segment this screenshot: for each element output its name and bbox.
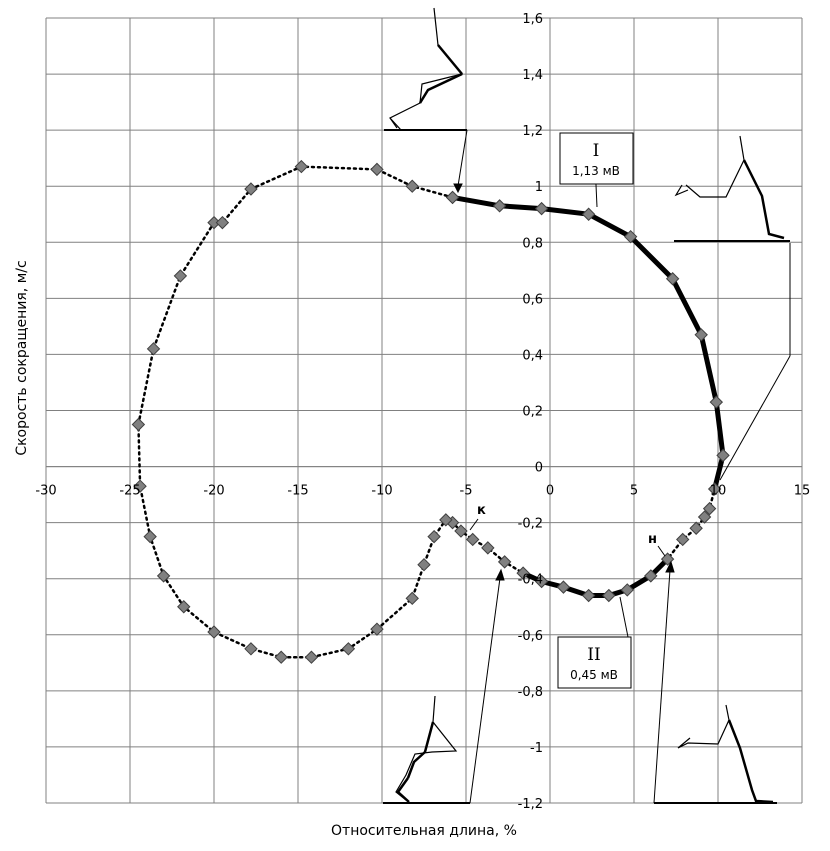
y-tick-label: -1,2: [518, 797, 543, 812]
data-point: [215, 215, 230, 230]
data-point: [581, 207, 596, 221]
x-tick-label: 0: [546, 484, 554, 499]
data-point: [454, 524, 468, 538]
data-point: [623, 229, 638, 244]
data-point: [131, 417, 146, 432]
data-point: [341, 642, 356, 656]
y-tick-label: 1,4: [522, 68, 543, 83]
data-points: [131, 159, 730, 664]
data-point: [146, 342, 161, 356]
data-point: [602, 588, 616, 603]
data-point: [244, 642, 258, 656]
y-tick-label: -0,6: [518, 629, 543, 644]
y-tick-label: 0,8: [522, 236, 543, 251]
data-point: [534, 201, 549, 216]
segment-I-label: I: [593, 141, 600, 161]
leader-lines: [453, 129, 791, 804]
data-point: [207, 625, 221, 639]
data-point: [427, 529, 441, 544]
x-tick-label: -10: [371, 484, 392, 499]
tick-labels: -30 -25 -20 -15 -10 -5 0 5 10 151,61,41,210,80,60…: [35, 12, 810, 812]
data-point: [709, 395, 724, 409]
segment-II-value: 0,45 мВ: [570, 668, 618, 682]
data-point: [644, 569, 658, 583]
posture-figure-top-left: [384, 7, 467, 131]
data-point: [304, 650, 319, 664]
data-point: [173, 269, 188, 283]
y-tick-label: 1: [535, 180, 543, 195]
segment-box-II: II 0,45 мВ: [557, 636, 632, 689]
x-tick-label: -5: [460, 484, 473, 499]
annotations: I 1,13 мВ II 0,45 мВ к н: [383, 7, 791, 804]
y-tick-label: 0,2: [522, 405, 543, 420]
posture-figure-top-right: [674, 135, 790, 242]
data-point: [665, 272, 680, 286]
data-point: [516, 566, 530, 580]
data-point: [294, 159, 309, 174]
loop-curve: [137, 165, 726, 659]
y-tick-label: 0: [535, 461, 543, 476]
data-point: [177, 600, 191, 614]
y-tick-label: -0,2: [518, 517, 543, 532]
point-letter-k: к: [477, 503, 486, 518]
x-tick-label: -30: [35, 484, 56, 499]
posture-figure-bottom-left: [383, 695, 470, 804]
x-tick-label: 5: [630, 484, 638, 499]
segment-II-label: II: [587, 645, 600, 665]
grid: [45, 17, 803, 804]
data-point: [370, 622, 384, 636]
data-point: [497, 555, 512, 569]
data-point: [702, 501, 717, 516]
segment-I-value: 1,13 мВ: [572, 164, 620, 178]
y-tick-label: 0,4: [522, 348, 543, 363]
y-tick-label: -0,4: [518, 573, 543, 588]
y-tick-label: 1,6: [522, 12, 543, 27]
active-segment-line: [452, 194, 726, 490]
data-point: [676, 532, 690, 547]
data-point: [156, 569, 171, 583]
data-point: [405, 591, 419, 606]
y-tick-label: 0,6: [522, 292, 543, 307]
data-point: [620, 583, 634, 597]
x-tick-label: 10: [710, 484, 727, 499]
x-axis-title: Относительная длина, %: [331, 823, 517, 839]
y-tick-label: -1: [530, 741, 543, 756]
data-point: [143, 529, 157, 544]
y-tick-label: -0,8: [518, 685, 543, 700]
data-point: [534, 574, 549, 589]
y-axis-title: Скорость сокращения, м/с: [14, 260, 30, 455]
data-point: [405, 179, 419, 193]
data-point: [492, 199, 507, 213]
data-point: [274, 650, 288, 664]
x-tick-label: -15: [287, 484, 308, 499]
data-point: [417, 557, 431, 572]
data-point: [707, 482, 722, 496]
data-point: [694, 328, 708, 342]
data-point: [556, 580, 571, 594]
data-point: [445, 190, 460, 205]
data-point: [133, 479, 147, 493]
data-point: [481, 541, 495, 555]
x-tick-label: -20: [203, 484, 224, 499]
data-point: [689, 521, 703, 535]
x-tick-label: -25: [119, 484, 140, 499]
data-point: [716, 448, 730, 463]
data-point: [466, 532, 480, 547]
data-point: [439, 513, 453, 527]
posture-figure-bottom-right: [654, 704, 777, 804]
y-tick-label: 1,2: [522, 124, 543, 139]
data-point: [581, 588, 596, 603]
data-point: [370, 162, 384, 177]
data-point: [697, 510, 712, 524]
segment-box-I: I 1,13 мВ: [559, 132, 634, 185]
point-letter-n: н: [648, 532, 657, 547]
data-point: [244, 182, 258, 196]
x-tick-label: 15: [794, 484, 811, 499]
